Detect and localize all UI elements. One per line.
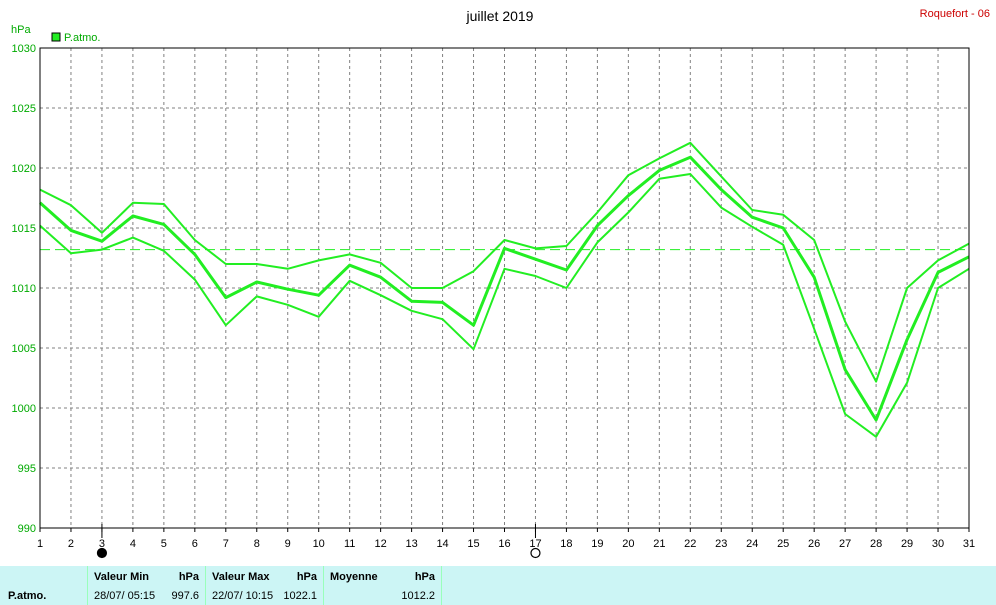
x-tick-label: 18 [560,538,572,550]
x-tick-label: 19 [591,538,603,550]
x-tick-label: 8 [254,538,260,550]
x-tick-label: 4 [130,538,136,550]
y-unit-label: hPa [11,24,31,36]
grid-lines [39,47,970,529]
x-tick-labels: 1 2 3 4 5 6 7 8 9 10 11 12 13 14 15 16 17 18 19 20 21 22 23 24 2… [37,528,975,550]
series-line-mean [39,155,970,422]
x-tick-label: 2 [68,538,74,550]
mean-unit: hPa [414,571,435,583]
x-tick-label: 3 [99,538,105,550]
x-tick-label: 5 [161,538,167,550]
max-value: 1022.1 [283,590,317,602]
stats-mean-cell: Moyenne hPa 1012.2 [324,566,442,605]
y-tick-label: 1020 [12,163,36,175]
x-tick-label: 28 [870,538,882,550]
x-tick-label: 29 [901,538,913,550]
x-tick-label: 15 [467,538,479,550]
mean-value: 1012.2 [401,590,435,602]
x-tick-label: 25 [777,538,789,550]
x-tick-label: 22 [684,538,696,550]
y-tick-label: 1010 [12,283,36,295]
moon-phase-markers [96,524,541,559]
y-tick-label: 1025 [12,103,36,115]
series-line-max [39,141,970,383]
new-moon-icon [96,547,108,559]
y-tick-labels: 990 995 1000 1005 1010 1015 1020 1025 1030 [12,43,36,535]
stats-panel: P.atmo. Valeur Min hPa 28/07/ 05:15 997.… [0,566,996,605]
x-tick-label: 13 [405,538,417,550]
y-tick-label: 1005 [12,343,36,355]
y-tick-label: 1015 [12,223,36,235]
x-tick-label: 27 [839,538,851,550]
mean-header: Moyenne [330,571,378,583]
x-tick-label: 23 [715,538,727,550]
min-unit: hPa [178,571,199,583]
y-tick-label: 995 [18,463,36,475]
x-tick-label: 16 [498,538,510,550]
station-label: Roquefort - 06 [920,8,990,20]
x-tick-label: 24 [746,538,758,550]
min-value: 997.6 [171,590,199,602]
stats-min-cell: Valeur Min hPa 28/07/ 05:15 997.6 [88,566,206,605]
x-tick-label: 7 [223,538,229,550]
legend-swatch [51,32,61,42]
x-tick-label: 6 [192,538,198,550]
min-header: Valeur Min [94,571,150,583]
series-lines [39,141,970,438]
stats-row-label-cell: P.atmo. [0,566,88,605]
chart-title: juillet 2019 [466,8,534,24]
x-tick-label: 11 [344,538,355,550]
x-tick-label: 9 [285,538,291,550]
x-tick-label: 26 [808,538,820,550]
x-tick-label: 30 [932,538,944,550]
x-tick-label: 14 [436,538,448,550]
legend-label: P.atmo. [64,32,101,44]
x-tick-label: 17 [529,538,541,550]
y-tick-label: 1000 [12,403,36,415]
max-date: 22/07/ 10:15 [212,590,274,602]
full-moon-icon [530,547,541,559]
max-header: Valeur Max [212,571,270,583]
x-tick-label: 1 [37,538,43,550]
min-date: 28/07/ 05:15 [94,590,156,602]
stats-max-cell: Valeur Max hPa 22/07/ 10:15 1022.1 [206,566,324,605]
x-tick-label: 10 [313,538,325,550]
x-tick-label: 20 [622,538,634,550]
series-line-min [39,173,970,438]
stats-row-label: P.atmo. [8,590,47,602]
x-tick-label: 12 [375,538,387,550]
x-tick-label: 21 [653,538,665,550]
max-unit: hPa [296,571,317,583]
y-tick-label: 1030 [12,43,36,55]
y-tick-label: 990 [18,523,36,535]
x-tick-label: 31 [963,538,975,550]
